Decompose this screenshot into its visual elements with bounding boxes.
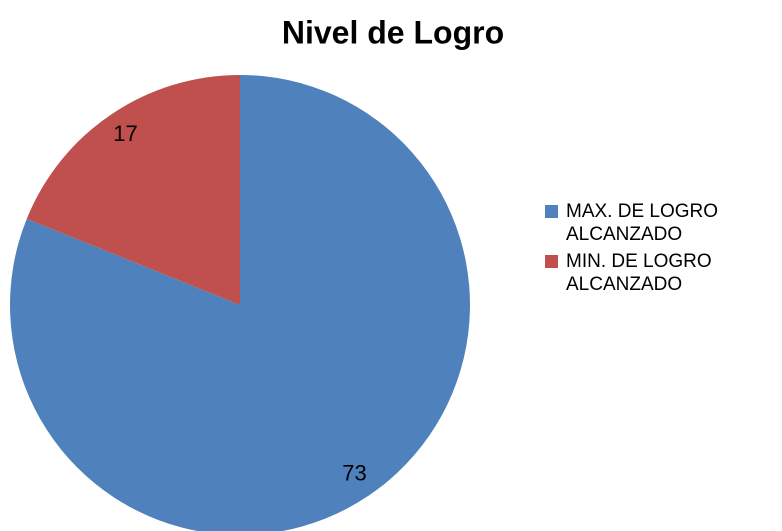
legend-item: MIN. DE LOGRO ALCANZADO <box>545 250 780 296</box>
pie-slice <box>26 75 241 305</box>
legend-label: MAX. DE LOGRO ALCANZADO <box>566 201 719 245</box>
legend: MAX. DE LOGRO ALCANZADO MIN. DE LOGRO ALC… <box>545 200 780 300</box>
legend-swatch <box>545 205 558 218</box>
data-label: 17 <box>113 121 137 146</box>
legend-item: MAX. DE LOGRO ALCANZADO <box>545 200 780 246</box>
legend-label: MIN. DE LOGRO ALCANZADO <box>566 251 712 295</box>
data-label: 73 <box>342 461 366 486</box>
pie-slice <box>9 75 470 531</box>
legend-swatch <box>545 255 558 268</box>
chart-title: Nivel de Logro <box>282 14 504 50</box>
